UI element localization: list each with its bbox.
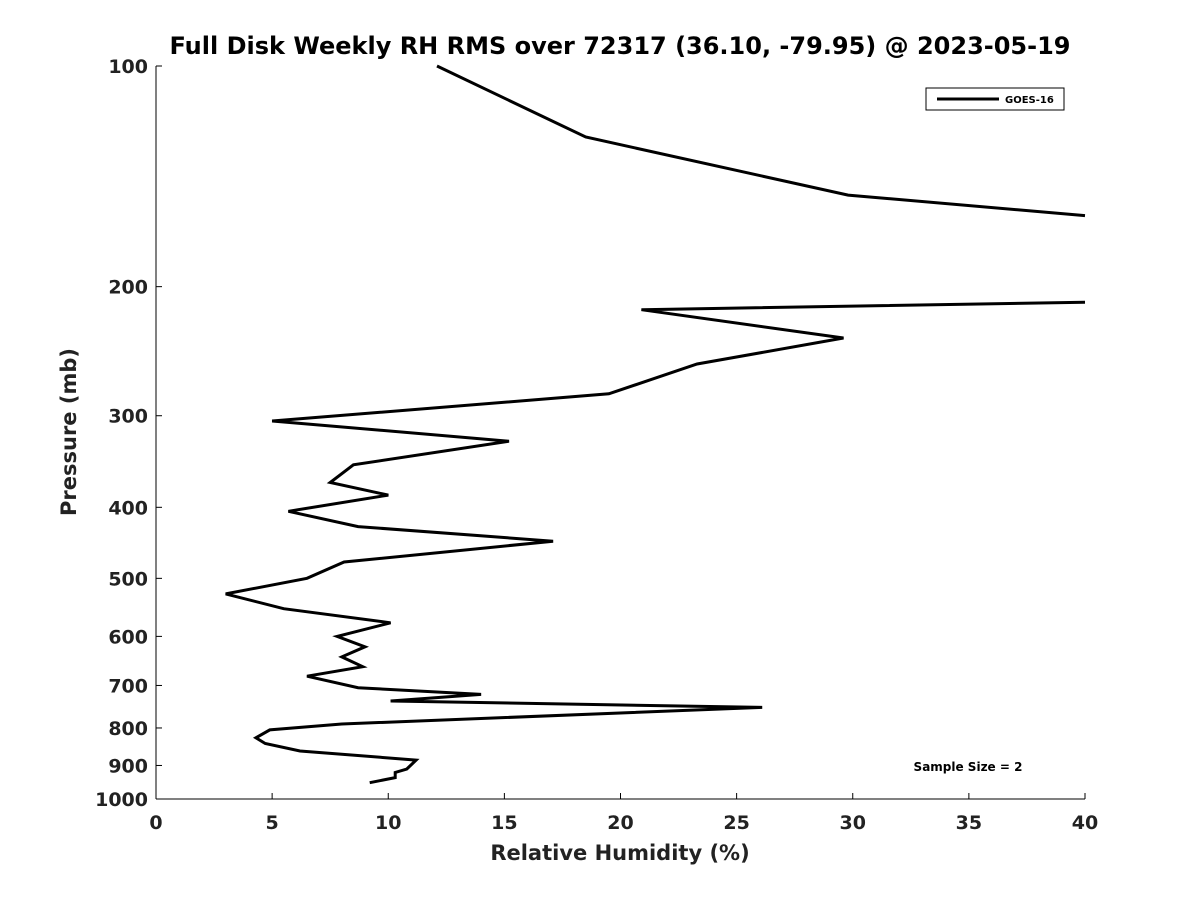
y-tick-label: 900 [108,755,148,777]
y-tick-label: 500 [108,568,148,590]
x-tick-label: 5 [266,812,279,834]
x-tick-label: 40 [1072,812,1098,834]
x-tick-label: 15 [491,812,517,834]
series-line-goes-16 [225,300,1086,785]
x-axis-label: Relative Humidity (%) [490,841,749,865]
series-line-goes-16 [436,64,1086,218]
y-ticks: 100 200 300 400 500 600 700 800 900 1000 [95,56,162,811]
plot-frame [155,66,1085,800]
x-tick-label: 0 [149,812,162,834]
x-tick-label: 30 [840,812,866,834]
y-tick-label: 300 [108,406,148,428]
y-tick-label: 1000 [95,789,148,811]
x-tick-label: 25 [723,812,749,834]
x-tick-label: 20 [607,812,633,834]
x-tick-label: 10 [375,812,401,834]
y-tick-label: 800 [108,718,148,740]
y-tick-label: 400 [108,497,148,519]
chart-title: Full Disk Weekly RH RMS over 72317 (36.1… [169,32,1070,60]
x-ticks: 0 5 10 15 20 25 30 35 40 [149,793,1098,834]
x-tick-label: 35 [956,812,982,834]
series-layer [225,64,1086,785]
y-tick-label: 600 [108,626,148,648]
y-tick-label: 100 [108,56,148,78]
y-axis-label: Pressure (mb) [57,348,81,516]
y-tick-label: 700 [108,675,148,697]
legend-label-goes-16: GOES-16 [1005,95,1054,106]
sample-size-annotation: Sample Size = 2 [914,760,1023,774]
y-tick-label: 200 [108,277,148,299]
legend: GOES-16 [925,87,1065,111]
